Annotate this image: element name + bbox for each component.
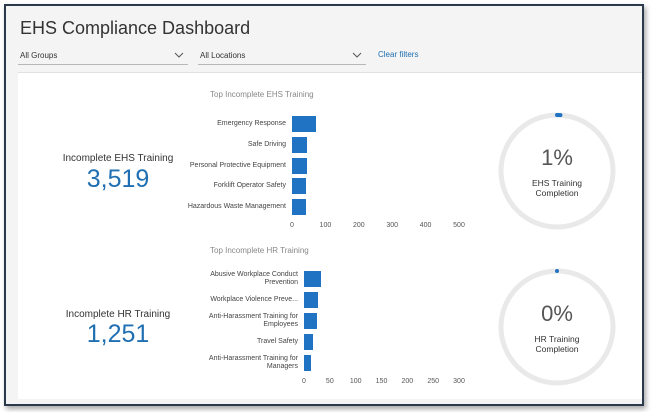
x-tick-label: 250 <box>427 378 439 385</box>
bar <box>292 199 307 216</box>
x-tick-label: 100 <box>349 378 362 385</box>
category-label: Safe Driving <box>247 140 286 148</box>
kpi-value: 1,251 <box>86 320 150 348</box>
category-label: Personal Protective Equipment <box>189 161 286 169</box>
bar <box>304 271 322 287</box>
x-tick-label: 300 <box>453 378 465 385</box>
x-tick-label: 100 <box>319 222 332 229</box>
bar <box>292 157 308 174</box>
location-filter[interactable]: All Locations <box>198 48 366 65</box>
category-label: Travel Safety <box>257 338 298 345</box>
bar <box>304 292 318 308</box>
gauge-caption: EHS Training Completion <box>531 178 583 198</box>
x-tick-label: 50 <box>325 378 334 385</box>
x-tick-label: 200 <box>352 222 365 229</box>
x-tick-label: 400 <box>419 222 432 229</box>
dashboard-frame: EHS Compliance Dashboard All Groups All … <box>4 4 644 406</box>
bar <box>292 116 317 132</box>
gauge-track <box>498 268 616 386</box>
category-label: Forklift Operator Safety <box>213 182 286 190</box>
category-label: Anti-Harassment Training for Managers <box>208 355 298 370</box>
category-label: Anti-Harassment Training for Employees <box>208 313 298 328</box>
category-label: Abusive Workplace Conduct Prevention <box>210 271 298 286</box>
x-tick-label: 300 <box>386 222 399 229</box>
x-tick-label: 500 <box>453 222 465 229</box>
bar <box>304 313 317 329</box>
chevron <box>174 52 184 58</box>
category-label: Hazardous Waste Management <box>187 203 286 211</box>
category-label: Emergency Response <box>217 120 286 127</box>
gauge-layer <box>498 112 616 386</box>
chevron <box>352 52 362 58</box>
x-tick-label: 150 <box>375 378 388 385</box>
gauge-track <box>498 112 616 230</box>
group-filter[interactable]: All Groups <box>18 48 188 65</box>
x-tick-label: 0 <box>290 222 294 229</box>
gauge-arc <box>499 113 615 229</box>
kpi-label: Incomplete HR Training <box>65 309 171 320</box>
location-filter-text: All Locations <box>200 51 246 60</box>
x-tick-label: 0 <box>302 378 306 385</box>
chart-title: Top Incomplete HR Training <box>210 246 309 255</box>
kpi-label: Incomplete EHS Training <box>62 153 174 164</box>
gauge-value: 0% <box>541 301 573 326</box>
clear-filters[interactable]: Clear filters <box>378 50 419 59</box>
bar <box>292 178 307 195</box>
bar <box>304 355 312 371</box>
group-filter-text: All Groups <box>20 51 58 60</box>
category-label: Workplace Violence Preve... <box>210 296 298 303</box>
chart-title: Top Incomplete EHS Training <box>210 90 314 99</box>
content-card: Incomplete EHS Training 3,519 Incomplete H… <box>18 72 642 399</box>
kpi-value: 3,519 <box>86 165 150 193</box>
gauge-value: 1% <box>541 145 573 170</box>
gauge-caption: HR Training Completion <box>534 334 580 354</box>
x-tick-label: 200 <box>401 378 414 385</box>
gauge-arc <box>499 269 615 385</box>
bar <box>292 136 308 153</box>
bar <box>304 334 313 350</box>
dashboard-title: EHS Compliance Dashboard <box>20 18 251 38</box>
